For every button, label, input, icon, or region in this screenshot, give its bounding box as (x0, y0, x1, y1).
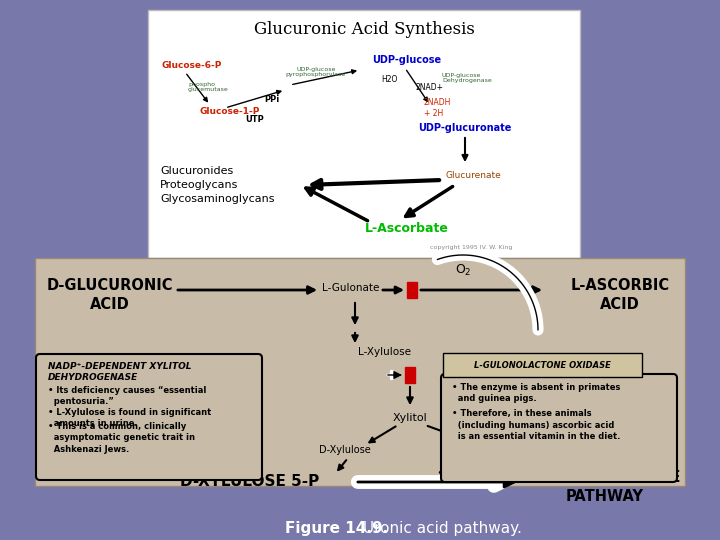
FancyBboxPatch shape (441, 374, 677, 482)
FancyBboxPatch shape (443, 353, 642, 377)
Text: • Therefore, in these animals
  (including humans) ascorbic acid
  is an essenti: • Therefore, in these animals (including… (452, 409, 621, 441)
Bar (148, 10, 580, 258)
Text: phospho
glucemutase: phospho glucemutase (188, 82, 229, 92)
Text: Glucose-1-P: Glucose-1-P (200, 107, 261, 117)
Text: copyright 1995 IV. W. King: copyright 1995 IV. W. King (430, 246, 513, 251)
Text: L-GULONOLACTONE OXIDASE: L-GULONOLACTONE OXIDASE (474, 361, 611, 369)
Text: L-Gulonate: L-Gulonate (322, 283, 379, 293)
Bar (405, 367, 415, 383)
Bar (35, 258, 685, 486)
Text: UTP: UTP (246, 116, 264, 125)
Text: Glucuronic Acid Synthesis: Glucuronic Acid Synthesis (253, 22, 474, 38)
Text: Figure 14.9.: Figure 14.9. (285, 521, 388, 536)
Text: D-XYLULOSE 5-P: D-XYLULOSE 5-P (181, 475, 320, 489)
Text: Xylitol: Xylitol (392, 413, 428, 423)
Text: • The enzyme is absent in primates
  and guinea pigs.: • The enzyme is absent in primates and g… (452, 383, 621, 403)
Text: L-Ascorbate: L-Ascorbate (365, 221, 449, 234)
Text: UDP-glucose
pyrophosphorylase: UDP-glucose pyrophosphorylase (286, 66, 346, 77)
Text: • This is a common, clinically
  asymptomatic genetic trait in
  Ashkenazi Jews.: • This is a common, clinically asymptoma… (48, 422, 195, 454)
Text: • L-Xylulose is found in significant
  amounts in urine.: • L-Xylulose is found in significant amo… (48, 408, 211, 428)
Text: Uronic acid pathway.: Uronic acid pathway. (358, 521, 522, 536)
Text: Glucuronides
Proteoglycans
Glycosaminoglycans: Glucuronides Proteoglycans Glycosaminogl… (160, 166, 274, 204)
Text: 2NAD+: 2NAD+ (415, 84, 443, 92)
Text: UDP-glucose: UDP-glucose (372, 55, 441, 65)
Text: PPi: PPi (264, 96, 279, 105)
Text: Glucurenate: Glucurenate (445, 171, 500, 179)
Text: 2NADH
+ 2H: 2NADH + 2H (424, 98, 451, 118)
Text: O$_2$: O$_2$ (455, 262, 472, 278)
FancyBboxPatch shape (36, 354, 262, 480)
Text: L-Xylulose: L-Xylulose (358, 347, 411, 357)
Text: L-ASCORBIC
ACID: L-ASCORBIC ACID (570, 278, 670, 312)
Text: D-GLUCURONIC
ACID: D-GLUCURONIC ACID (47, 278, 174, 312)
Text: D-Xylulose: D-Xylulose (319, 445, 371, 455)
Text: H2O: H2O (382, 76, 398, 84)
Text: • Its deficiency causes “essential
  pentosuria.”: • Its deficiency causes “essential pento… (48, 386, 207, 407)
Text: UDP-glucuronate: UDP-glucuronate (418, 123, 511, 133)
Text: Diet: Diet (479, 445, 501, 455)
Text: UDP-glucose
Dehydrogenase: UDP-glucose Dehydrogenase (442, 72, 492, 83)
Text: NADP⁺-DEPENDENT XYLITOL
DEHYDROGENASE: NADP⁺-DEPENDENT XYLITOL DEHYDROGENASE (48, 362, 192, 382)
Bar (407, 282, 417, 298)
Text: Glucose-6-P: Glucose-6-P (162, 60, 222, 70)
Text: HEXOSE
MONOPHOSPHATE
PATHWAY: HEXOSE MONOPHOSPHATE PATHWAY (529, 452, 680, 504)
